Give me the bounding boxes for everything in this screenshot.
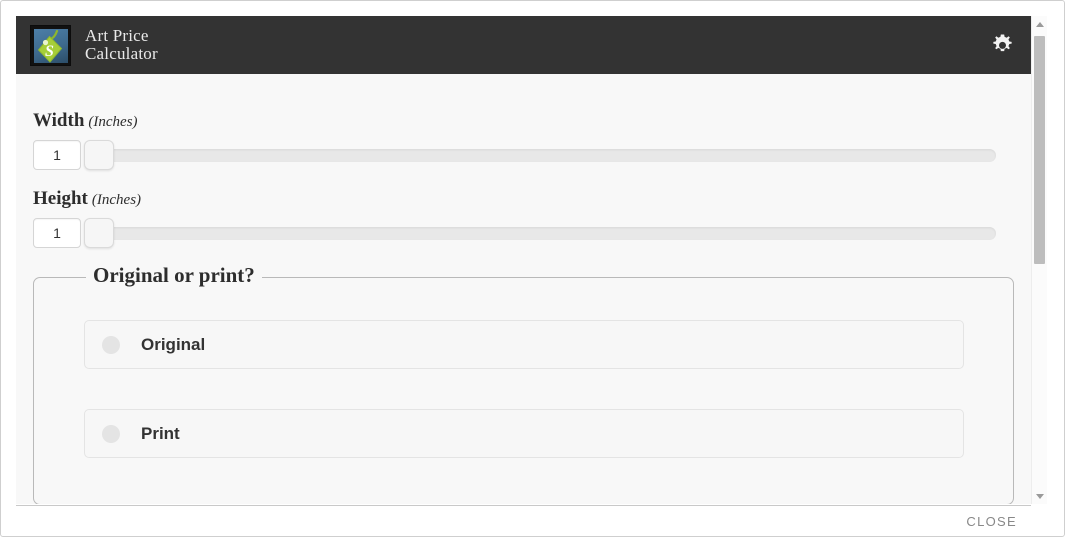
width-slider-track[interactable] bbox=[102, 149, 996, 162]
gear-icon bbox=[992, 33, 1012, 51]
width-label-text: Width bbox=[33, 110, 85, 131]
width-input[interactable] bbox=[33, 140, 81, 170]
scroll-down-button[interactable] bbox=[1032, 488, 1047, 504]
height-slider[interactable] bbox=[84, 218, 996, 248]
settings-button[interactable] bbox=[985, 28, 1019, 62]
width-unit-text: (Inches) bbox=[88, 114, 138, 130]
vertical-scrollbar[interactable] bbox=[1031, 16, 1047, 504]
height-unit-text: (Inches) bbox=[91, 192, 142, 208]
radio-circle-icon[interactable] bbox=[102, 335, 120, 354]
price-tag-dollar-icon: S bbox=[30, 24, 71, 66]
close-button[interactable]: CLOSE bbox=[966, 513, 1017, 529]
width-label: Width (Inches) bbox=[33, 110, 138, 132]
chevron-up-icon bbox=[1035, 21, 1044, 27]
scrollbar-thumb[interactable] bbox=[1034, 36, 1045, 264]
fieldset-legend: Original or print? bbox=[86, 263, 262, 288]
height-slider-handle[interactable] bbox=[84, 218, 114, 248]
scroll-up-button[interactable] bbox=[1032, 16, 1047, 32]
width-slider-handle[interactable] bbox=[84, 140, 114, 170]
radio-option-original-label: Original bbox=[141, 334, 206, 354]
svg-text:S: S bbox=[45, 43, 54, 60]
dialog-content: Width(Inches) Height(Inches) Original or… bbox=[16, 74, 1031, 504]
radio-circle-icon[interactable] bbox=[102, 424, 120, 443]
radio-option-print[interactable]: Print bbox=[84, 409, 964, 458]
height-slider-track[interactable] bbox=[102, 227, 996, 240]
original-or-print-fieldset: Original or print? Original Print bbox=[33, 263, 1014, 504]
height-input[interactable] bbox=[33, 218, 81, 248]
dialog-header: S Art Price Calculator bbox=[16, 16, 1031, 74]
dialog-footer: CLOSE bbox=[16, 505, 1031, 536]
height-label-text: Height bbox=[33, 188, 88, 209]
radio-option-print-label: Print bbox=[141, 423, 180, 443]
logo-tag-shape: S bbox=[37, 29, 63, 63]
radio-option-original[interactable]: Original bbox=[84, 320, 964, 369]
page-title: Art Price Calculator bbox=[85, 26, 158, 63]
chevron-down-icon bbox=[1035, 493, 1044, 499]
height-label: Height (Inches) bbox=[33, 188, 141, 210]
width-slider[interactable] bbox=[84, 140, 996, 170]
